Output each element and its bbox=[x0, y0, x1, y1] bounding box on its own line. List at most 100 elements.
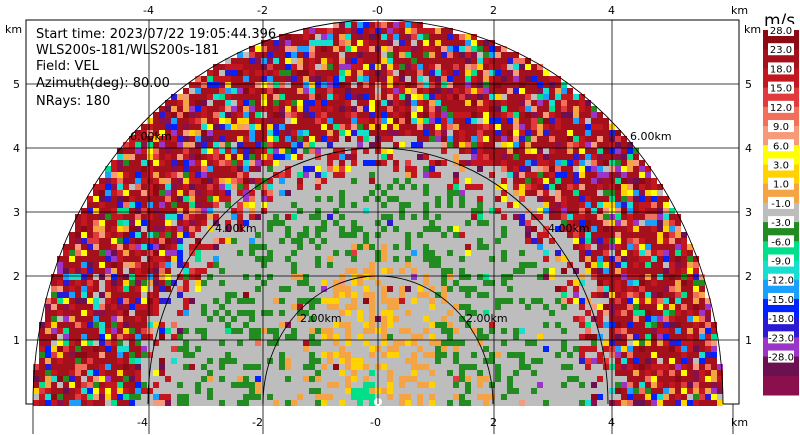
velocity-cell bbox=[219, 352, 225, 358]
velocity-cell bbox=[327, 106, 333, 112]
velocity-cell bbox=[405, 334, 411, 340]
velocity-cell bbox=[507, 64, 513, 70]
velocity-cell bbox=[93, 280, 99, 286]
velocity-cell bbox=[201, 118, 207, 124]
velocity-cell bbox=[615, 292, 621, 298]
velocity-cell bbox=[357, 256, 363, 262]
velocity-cell bbox=[507, 316, 513, 322]
velocity-cell bbox=[651, 304, 657, 310]
velocity-cell bbox=[183, 112, 189, 118]
velocity-cell bbox=[513, 58, 519, 64]
velocity-cell bbox=[507, 358, 513, 364]
velocity-cell bbox=[231, 250, 237, 256]
velocity-cell bbox=[369, 112, 375, 118]
velocity-cell bbox=[147, 244, 153, 250]
velocity-cell bbox=[165, 262, 171, 268]
velocity-cell bbox=[387, 166, 393, 172]
velocity-cell bbox=[321, 208, 327, 214]
velocity-cell bbox=[543, 220, 549, 226]
velocity-cell bbox=[81, 352, 87, 358]
velocity-cell bbox=[585, 256, 591, 262]
velocity-cell bbox=[387, 268, 393, 274]
velocity-cell bbox=[51, 328, 57, 334]
velocity-cell bbox=[309, 244, 315, 250]
velocity-cell bbox=[519, 106, 525, 112]
velocity-cell bbox=[105, 208, 111, 214]
velocity-cell bbox=[639, 256, 645, 262]
velocity-cell bbox=[207, 214, 213, 220]
velocity-cell bbox=[627, 172, 633, 178]
velocity-cell bbox=[351, 190, 357, 196]
velocity-cell bbox=[675, 274, 681, 280]
velocity-cell bbox=[309, 340, 315, 346]
velocity-cell bbox=[333, 268, 339, 274]
velocity-cell bbox=[117, 256, 123, 262]
velocity-cell bbox=[669, 214, 675, 220]
velocity-cell bbox=[381, 268, 387, 274]
velocity-cell bbox=[531, 280, 537, 286]
velocity-cell bbox=[441, 34, 447, 40]
velocity-cell bbox=[489, 166, 495, 172]
velocity-cell bbox=[393, 196, 399, 202]
velocity-cell bbox=[591, 136, 597, 142]
velocity-cell bbox=[399, 22, 405, 28]
velocity-cell bbox=[189, 106, 195, 112]
velocity-cell bbox=[675, 250, 681, 256]
velocity-cell bbox=[147, 304, 153, 310]
velocity-cell bbox=[399, 250, 405, 256]
velocity-cell bbox=[555, 340, 561, 346]
velocity-cell bbox=[255, 172, 261, 178]
velocity-cell bbox=[57, 262, 63, 268]
velocity-cell bbox=[105, 178, 111, 184]
velocity-cell bbox=[255, 196, 261, 202]
velocity-cell bbox=[693, 274, 699, 280]
velocity-cell bbox=[321, 112, 327, 118]
velocity-cell bbox=[495, 322, 501, 328]
velocity-cell bbox=[273, 148, 279, 154]
velocity-cell bbox=[249, 280, 255, 286]
velocity-cell bbox=[555, 334, 561, 340]
velocity-cell bbox=[381, 70, 387, 76]
velocity-cell bbox=[399, 112, 405, 118]
velocity-cell bbox=[297, 292, 303, 298]
velocity-cell bbox=[429, 190, 435, 196]
velocity-cell bbox=[651, 274, 657, 280]
velocity-cell bbox=[249, 124, 255, 130]
velocity-cell bbox=[207, 142, 213, 148]
velocity-cell bbox=[459, 322, 465, 328]
velocity-cell bbox=[483, 82, 489, 88]
velocity-cell bbox=[531, 190, 537, 196]
velocity-cell bbox=[303, 130, 309, 136]
velocity-cell bbox=[447, 358, 453, 364]
velocity-cell bbox=[441, 106, 447, 112]
velocity-cell bbox=[543, 322, 549, 328]
velocity-cell bbox=[591, 106, 597, 112]
velocity-cell bbox=[369, 124, 375, 130]
velocity-cell bbox=[237, 112, 243, 118]
velocity-cell bbox=[507, 250, 513, 256]
velocity-cell bbox=[327, 316, 333, 322]
velocity-cell bbox=[405, 118, 411, 124]
velocity-cell bbox=[147, 238, 153, 244]
velocity-cell bbox=[441, 94, 447, 100]
velocity-cell bbox=[507, 286, 513, 292]
velocity-cell bbox=[579, 334, 585, 340]
velocity-cell bbox=[249, 232, 255, 238]
velocity-cell bbox=[165, 148, 171, 154]
velocity-cell bbox=[357, 208, 363, 214]
velocity-cell bbox=[87, 226, 93, 232]
velocity-cell bbox=[285, 100, 291, 106]
velocity-cell bbox=[183, 298, 189, 304]
velocity-cell bbox=[423, 88, 429, 94]
velocity-cell bbox=[321, 94, 327, 100]
velocity-cell bbox=[111, 346, 117, 352]
velocity-cell bbox=[549, 322, 555, 328]
velocity-cell bbox=[489, 178, 495, 184]
velocity-cell bbox=[291, 118, 297, 124]
velocity-cell bbox=[489, 70, 495, 76]
velocity-cell bbox=[399, 58, 405, 64]
velocity-cell bbox=[417, 214, 423, 220]
velocity-cell bbox=[615, 322, 621, 328]
velocity-cell bbox=[339, 184, 345, 190]
velocity-cell bbox=[453, 214, 459, 220]
